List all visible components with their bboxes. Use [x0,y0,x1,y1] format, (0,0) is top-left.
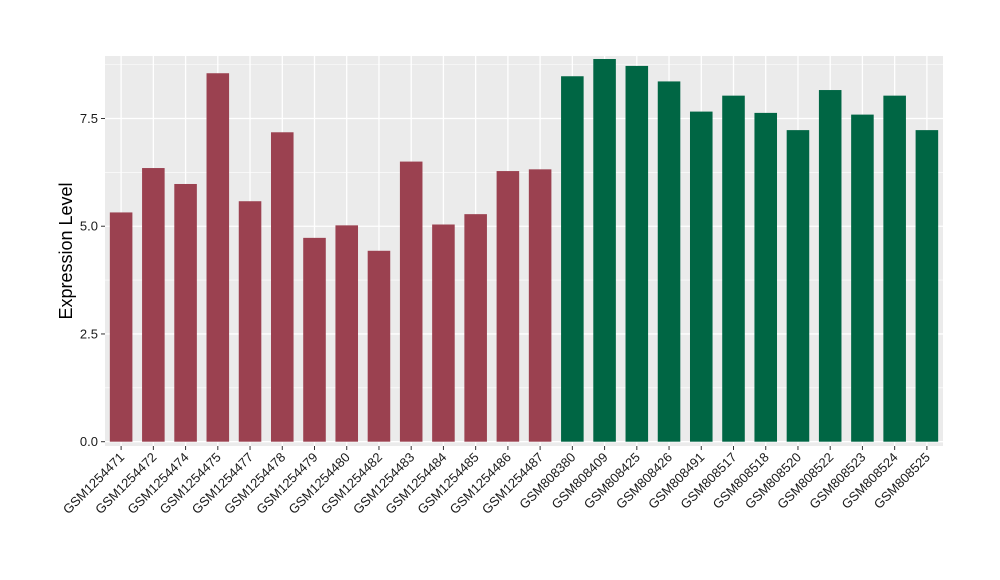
bar-gsm1254478 [270,132,294,442]
bar-gsm1254486 [496,171,520,442]
bar-gsm808520 [786,130,810,442]
plot-panel [105,56,943,446]
x-axis: GSM1254471GSM1254472GSM1254474GSM1254475… [60,446,933,517]
bar-gsm808491 [689,111,713,442]
bar-gsm1254485 [464,214,487,442]
bar-gsm1254477 [238,201,262,442]
y-axis: 0.0 2.5 5.0 7.5 [80,111,105,449]
y-tick-label: 7.5 [80,111,98,126]
bar-gsm808518 [754,112,778,442]
y-axis-title: Expression Level [56,182,76,319]
bar-gsm1254472 [142,168,165,442]
bar-gsm808525 [915,130,939,442]
bar-gsm808524 [883,95,906,442]
bar-gsm808425 [625,65,649,442]
bar-gsm1254475 [206,73,230,442]
bar-gsm1254479 [303,237,326,442]
y-tick-label: 5.0 [80,219,98,234]
bar-gsm1254482 [367,250,391,442]
bar-gsm1254483 [399,161,423,442]
bar-gsm1254480 [335,225,359,442]
bar-gsm808523 [851,114,874,442]
bar-gsm808522 [818,90,842,442]
bar-gsm808517 [722,95,745,442]
bar-gsm1254471 [109,212,133,442]
bar-gsm808426 [657,81,681,442]
bar-gsm1254484 [432,224,455,442]
bar-gsm1254487 [528,169,552,442]
bar-gsm808409 [593,59,616,442]
y-tick-label: 2.5 [80,326,98,341]
y-tick-label: 0.0 [80,434,98,449]
bars [109,59,939,442]
bar-gsm808380 [561,76,584,442]
bar-gsm1254474 [174,183,197,442]
